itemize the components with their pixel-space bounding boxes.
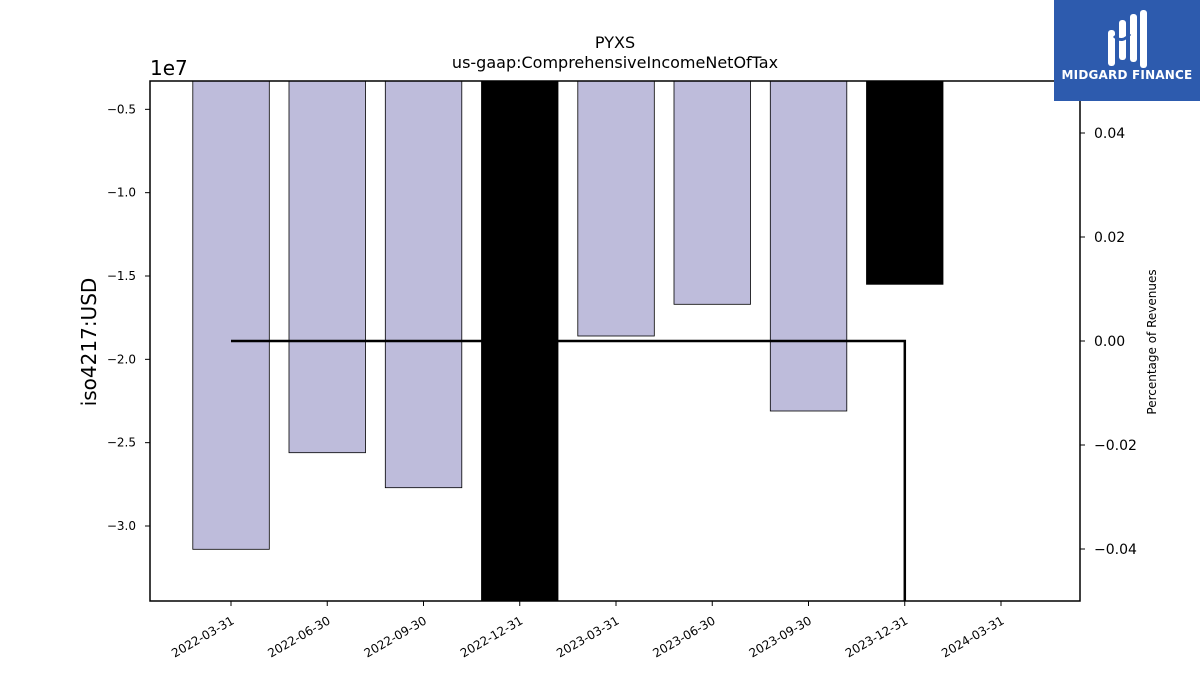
x-tick-label: 2023-12-31: [843, 613, 910, 660]
logo-text: MIDGARD FINANCE: [1061, 68, 1193, 82]
bar-2022-09-30: [384, 80, 463, 489]
bar-2023-06-30: [673, 80, 751, 305]
percentage-line: [231, 339, 907, 601]
bar-2023-03-31: [577, 80, 655, 337]
bar-2022-06-30: [288, 80, 366, 454]
y2-tick-label: 0.00: [1094, 334, 1125, 350]
x-tick-label: 2024-03-31: [939, 613, 1006, 660]
y2-tick-label: −0.04: [1094, 542, 1137, 558]
bar-2022-03-31: [192, 80, 270, 550]
brand-logo: MIDGARD FINANCE: [1054, 0, 1200, 101]
x-tick-label: 2023-03-31: [554, 613, 621, 660]
x-tick-label: 2022-03-31: [169, 613, 236, 660]
y-axis-label: iso4217:USD: [77, 278, 101, 407]
y-tick-label: −3.0: [107, 519, 136, 533]
chart-title: PYXS: [595, 33, 635, 52]
chart-subtitle: us-gaap:ComprehensiveIncomeNetOfTax: [452, 53, 778, 72]
x-tick-label: 2022-09-30: [362, 613, 429, 660]
x-tick-label: 2023-06-30: [650, 613, 717, 660]
y2-tick-label: −0.02: [1094, 438, 1137, 454]
secondary-y-axis-label: Percentage of Revenues: [1145, 269, 1159, 414]
bar-2023-09-30: [769, 80, 848, 412]
y-axis-ticks: −0.5 −1.0 −1.5 −2.0 −2.5 −3.0: [107, 102, 150, 533]
secondary-y-axis-ticks: 0.04 0.02 0.00 −0.02 −0.04: [1080, 126, 1137, 558]
y2-tick-label: 0.02: [1094, 230, 1125, 246]
y-tick-label: −0.5: [107, 102, 136, 116]
y-tick-label: −1.0: [107, 186, 136, 200]
y-axis-offset-label: 1e7: [150, 56, 188, 80]
plot-frame: [149, 80, 1081, 602]
y2-tick-label: 0.04: [1094, 126, 1125, 142]
y-tick-label: −2.5: [107, 436, 136, 450]
bar-2023-12-31: [866, 80, 944, 285]
x-axis-ticks: 2022-03-31 2022-06-30 2022-09-30 2022-12-31…: [169, 601, 1007, 660]
logo-mark-icon: [1108, 10, 1147, 68]
x-tick-label: 2023-09-30: [747, 613, 814, 660]
percentage-line-group: [231, 339, 907, 601]
y-tick-label: −2.0: [107, 352, 136, 366]
x-tick-label: 2022-06-30: [265, 613, 332, 660]
x-tick-label: 2022-12-31: [458, 613, 525, 660]
y-tick-label: −1.5: [107, 269, 136, 283]
